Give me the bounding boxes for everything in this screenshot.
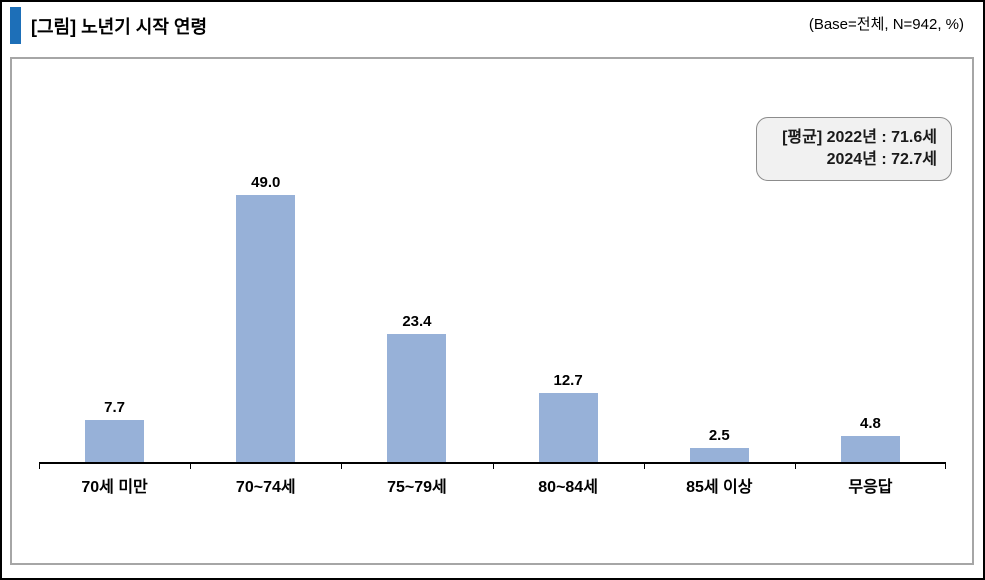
axis-tick bbox=[794, 464, 796, 469]
x-axis-label: 70~74세 bbox=[235, 479, 296, 496]
x-axis-labels: 70세 미만 70~74세 75~79세 80~84세 85세 이상 무응답 bbox=[39, 473, 946, 497]
plot-area: 7.7 49.0 23.4 12.7 2.5 4.8 bbox=[39, 164, 946, 464]
bar bbox=[689, 448, 749, 462]
bar-value-label: 2.5 bbox=[708, 427, 730, 444]
x-axis-label: 80~84세 bbox=[538, 479, 598, 496]
axis-tick bbox=[492, 464, 494, 469]
axis-tick bbox=[945, 464, 946, 469]
page-title: [그림] 노년기 시작 연령 bbox=[31, 17, 208, 37]
base-note: (Base=전체, N=942, %) bbox=[808, 16, 964, 33]
bar bbox=[840, 436, 900, 462]
bar bbox=[538, 393, 598, 462]
bar-value-label: 23.4 bbox=[402, 313, 432, 330]
axis-tick bbox=[190, 464, 192, 469]
average-line-2022: [평균] 2022년 : 71.6세 bbox=[782, 129, 937, 146]
bar-group: 4.8 bbox=[795, 164, 946, 462]
x-axis-ticks bbox=[39, 464, 946, 470]
bar-group: 7.7 bbox=[39, 164, 190, 462]
bar bbox=[387, 334, 447, 462]
bar bbox=[236, 195, 296, 462]
bar-value-label: 4.8 bbox=[860, 415, 881, 432]
x-axis-label: 70세 미만 bbox=[81, 479, 148, 496]
axis-tick bbox=[341, 464, 343, 469]
bar-value-label: 49.0 bbox=[251, 174, 281, 191]
bar-group: 23.4 bbox=[341, 164, 492, 462]
average-line-2024: 2024년 : 72.7세 bbox=[826, 151, 937, 168]
axis-tick bbox=[643, 464, 645, 469]
bar-group: 12.7 bbox=[493, 164, 644, 462]
x-axis-label: 85세 이상 bbox=[686, 479, 753, 496]
x-axis-label: 75~79세 bbox=[387, 479, 447, 496]
bar-group: 2.5 bbox=[644, 164, 795, 462]
chart-panel: [평균] 2022년 : 71.6세 2024년 : 72.7세 7.7 49.0… bbox=[10, 57, 974, 565]
bar-value-label: 12.7 bbox=[553, 372, 583, 389]
bar-group: 49.0 bbox=[190, 164, 341, 462]
average-annotation-box: [평균] 2022년 : 71.6세 2024년 : 72.7세 bbox=[756, 117, 952, 181]
bar-value-label: 7.7 bbox=[104, 399, 126, 416]
x-axis-label: 무응답 bbox=[848, 479, 893, 496]
chart-header: [그림] 노년기 시작 연령 (Base=전체, N=942, %) bbox=[0, 0, 985, 55]
title-marker-bar bbox=[10, 7, 21, 44]
bar-chart: 7.7 49.0 23.4 12.7 2.5 4.8 70세 미만 70~74세 75~79세… bbox=[39, 164, 946, 497]
axis-tick bbox=[39, 464, 40, 469]
bar bbox=[85, 420, 145, 462]
